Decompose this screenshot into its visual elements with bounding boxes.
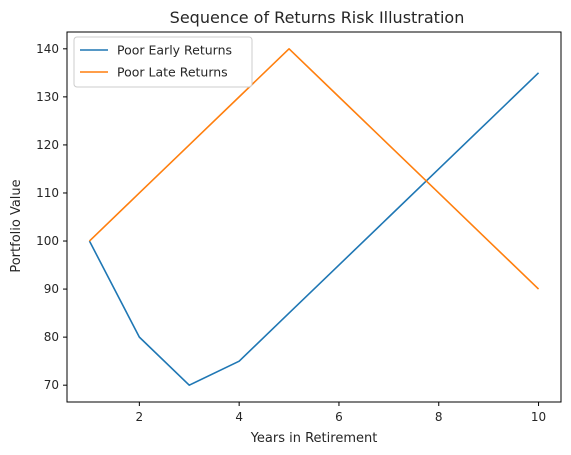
y-axis-ticks: 70 80 90 100 110 120 130 140 [36,42,67,392]
plot-frame [66,31,562,403]
x-tick-label: 6 [335,410,343,424]
legend-label-1: Poor Early Returns [117,43,232,58]
x-tick-label: 4 [235,410,243,424]
legend: Poor Early Returns Poor Late Returns [73,36,253,88]
legend-box [73,36,253,88]
y-tick-label: 120 [36,138,59,152]
y-tick-label: 130 [36,90,59,104]
x-tick-label: 10 [531,410,546,424]
series-line-2 [88,48,540,290]
x-axis-label: Years in Retirement [250,431,378,446]
series-line-1 [88,72,540,386]
x-tick-label: 8 [435,410,443,424]
x-tick-label: 2 [136,410,144,424]
y-tick-label: 90 [44,282,59,296]
y-tick-label: 100 [36,234,59,248]
y-tick-label: 80 [44,330,59,344]
chart-title: Sequence of Returns Risk Illustration [170,8,465,27]
x-axis-ticks: 2 4 6 8 10 [136,402,546,424]
legend-entries: Poor Early Returns Poor Late Returns [80,43,232,80]
y-tick-label: 140 [36,42,59,56]
legend-label-2: Poor Late Returns [117,65,228,80]
series-layer [88,48,540,386]
y-tick-label: 70 [44,378,59,392]
y-tick-label: 110 [36,186,59,200]
y-axis-label: Portfolio Value [9,179,24,272]
